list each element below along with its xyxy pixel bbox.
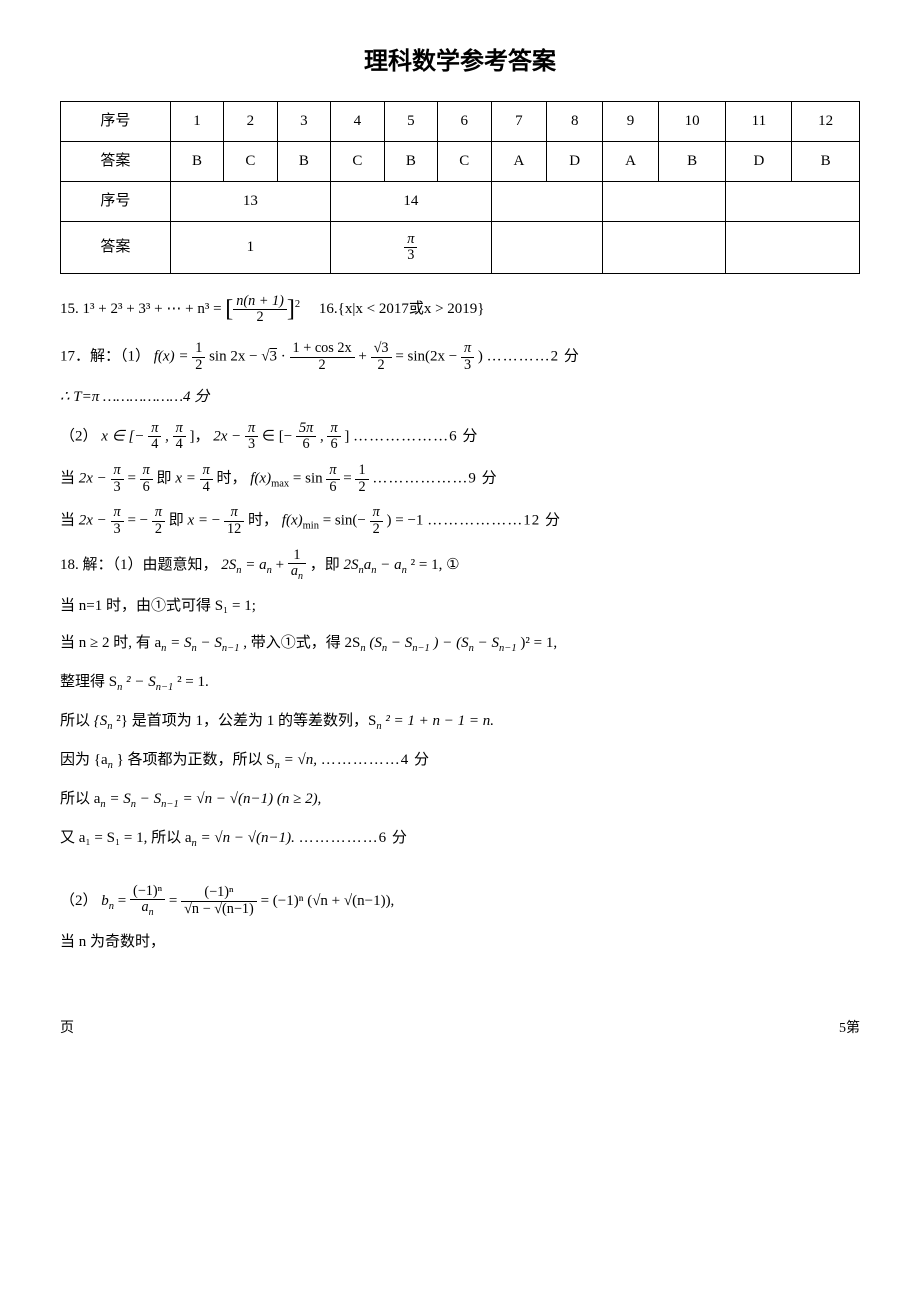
header-ans: 答案: [61, 142, 171, 182]
q15: 15. 1³ + 2³ + 3³ + ⋯ + n³ = [ n(n + 1) 2…: [60, 288, 860, 331]
q18-arith: 所以 {Sn ²} 是首项为 1，公差为 1 的等差数列，Sn ² = 1 + …: [60, 708, 860, 737]
answer-table: 序号 1 2 3 4 5 6 7 8 9 10 11 12 答案 B C B C…: [60, 101, 860, 274]
q18-odd: 当 n 为奇数时，: [60, 929, 860, 956]
q18-1: 18. 解：（1）由题意知， 2Sn = an + 1an ，即 2Snan −…: [60, 548, 860, 583]
q17-max: 当 2x − π3 = π6 即 x = π4 时， f(x)max = sin…: [60, 463, 860, 495]
q18-n1: 当 n=1 时，由①式可得 S₁ = 1;: [60, 593, 860, 620]
q18-an: 所以 an = Sn − Sn−1 = √n − √(n−1) (n ≥ 2),: [60, 786, 860, 815]
q18-also: 又 a₁ = S₁ = 1, 所以 an = √n − √(n−1). ……………: [60, 825, 860, 854]
footer-left: 页: [60, 1016, 74, 1041]
page-footer: 页 5第: [60, 1016, 860, 1041]
q18-2: （2） bn = (−1)ⁿan = (−1)ⁿ√n − √(n−1) = (−…: [60, 884, 860, 919]
q18-tidy: 整理得 Sn ² − Sn−1 ² = 1.: [60, 669, 860, 698]
q17-1: 17．解：（1） f(x) = 12 sin 2x − √3 · 1 + cos…: [60, 341, 860, 373]
q17-2: （2） x ∈ [− π4 , π4 ]， 2x − π3 ∈ [− 5π6 ,…: [60, 421, 860, 453]
q18-pos: 因为 {an } 各项都为正数，所以 Sn = √n, ……………4 分: [60, 747, 860, 776]
footer-right: 5第: [839, 1016, 860, 1041]
pi-over-3: π 3: [404, 232, 417, 264]
header-seq: 序号: [61, 102, 171, 142]
q18-nge2: 当 n ≥ 2 时, 有 an = Sn − Sn−1 , 带入①式，得 2Sn…: [60, 630, 860, 659]
page-title: 理科数学参考答案: [60, 40, 860, 83]
q17-T: ∴ T=π ………………4 分: [60, 384, 860, 411]
q17-min: 当 2x − π3 = − π2 即 x = − π12 时， f(x)min …: [60, 505, 860, 537]
